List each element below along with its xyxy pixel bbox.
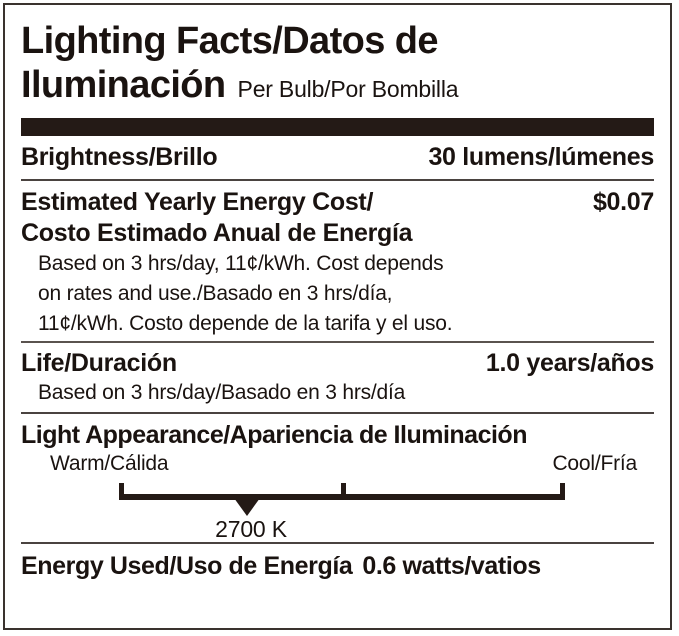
separator-after-brightness [21, 179, 654, 181]
energy-used-row: Energy Used/Uso de Energía 0.6 watts/vat… [21, 544, 654, 581]
life-row: Life/Duración 1.0 years/años [21, 349, 654, 378]
scale-tick-right [560, 483, 565, 495]
label-title-row-2: Iluminación Per Bulb/Por Bombilla [21, 63, 654, 111]
label-title-line-1: Lighting Facts/Datos de [21, 20, 439, 62]
scale-bar [119, 494, 565, 500]
header-thick-rule [21, 118, 654, 136]
label-subtitle: Per Bulb/Por Bombilla [237, 76, 459, 102]
energy-cost-label-line-1: Estimated Yearly Energy Cost/ [21, 188, 374, 216]
color-temperature-value: 2700 K [215, 516, 287, 542]
energy-cost-header-row: Estimated Yearly Energy Cost/ $0.07 [21, 188, 654, 217]
label-title-line-2: Iluminación [21, 64, 226, 106]
brightness-row: Brightness/Brillo 30 lumens/lúmenes [21, 136, 654, 179]
energy-cost-value: $0.07 [592, 188, 654, 216]
life-value: 1.0 years/años [485, 349, 654, 377]
energy-cost-fineprint-line-1: Based on 3 hrs/day, 11¢/kWh. Cost depend… [38, 252, 444, 275]
separator-after-energy-cost [21, 341, 654, 343]
light-appearance-block: Light Appearance/Apariencia de Iluminaci… [21, 414, 654, 542]
color-temperature-scale: 2700 K [21, 480, 654, 542]
energy-used-value: 0.6 watts/vatios [362, 552, 541, 580]
cool-label: Cool/Fría [552, 452, 637, 475]
scale-tick-left [119, 483, 124, 495]
energy-cost-fineprint: Based on 3 hrs/day, 11¢/kWh. Cost depend… [21, 249, 654, 339]
life-label: Life/Duración [21, 349, 177, 377]
energy-cost-label-line-2: Costo Estimado Anual de Energía [21, 219, 413, 247]
energy-used-label: Energy Used/Uso de Energía [21, 552, 353, 580]
energy-cost-fineprint-line-2: on rates and use./Basado en 3 hrs/día, [38, 282, 393, 305]
scale-tick-middle [341, 483, 346, 495]
lighting-facts-label: Lighting Facts/Datos de Iluminación Per … [3, 3, 672, 630]
separator-after-life [21, 412, 654, 414]
brightness-label: Brightness/Brillo [21, 143, 218, 171]
energy-cost-block: Estimated Yearly Energy Cost/ $0.07 Cost… [21, 181, 654, 341]
light-appearance-title: Light Appearance/Apariencia de Iluminaci… [21, 421, 527, 449]
life-block: Life/Duración 1.0 years/años Based on 3 … [21, 343, 654, 412]
light-appearance-scale-labels: Warm/Cálida Cool/Fría [21, 450, 654, 476]
separator-after-light-appearance [21, 542, 654, 544]
brightness-value: 30 lumens/lúmenes [428, 143, 654, 171]
color-temperature-marker-icon [234, 498, 260, 516]
label-header: Lighting Facts/Datos de Iluminación Per … [21, 5, 654, 111]
life-sub-note: Based on 3 hrs/day/Basado en 3 hrs/día [38, 381, 406, 404]
warm-label: Warm/Cálida [50, 452, 169, 475]
energy-cost-fineprint-line-3: 11¢/kWh. Costo depende de la tarifa y el… [38, 312, 453, 335]
